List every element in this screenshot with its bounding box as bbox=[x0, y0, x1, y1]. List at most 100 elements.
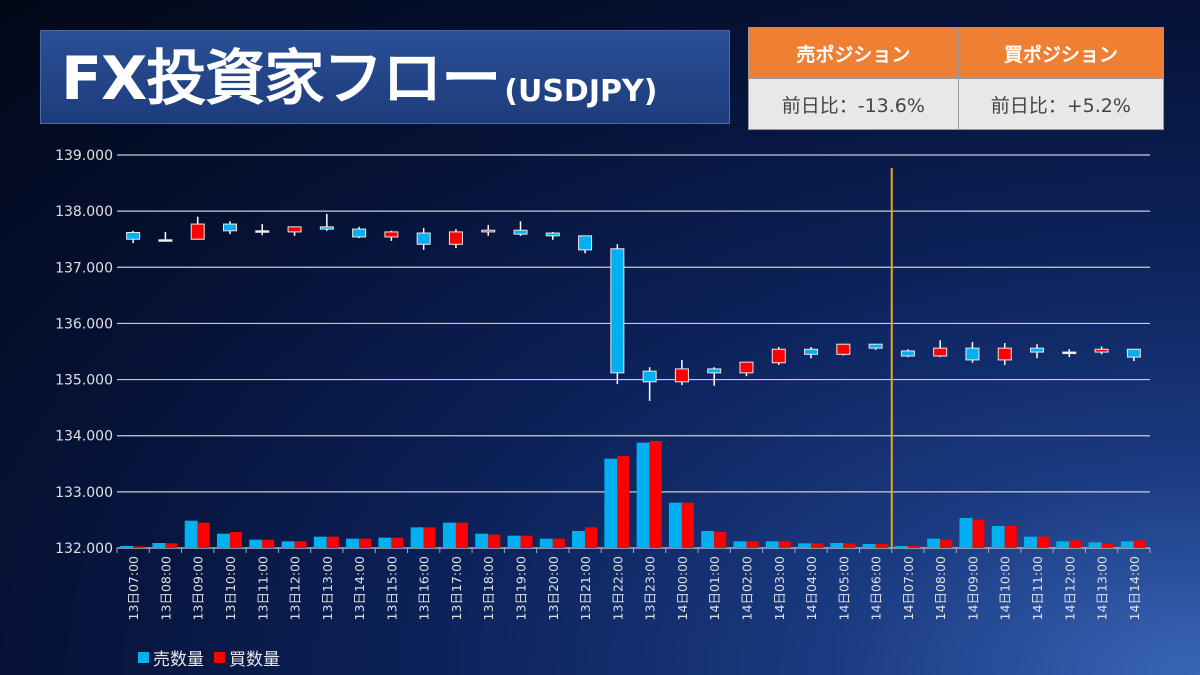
y-tick-label: 136.000 bbox=[55, 316, 113, 332]
candle-body bbox=[158, 239, 173, 242]
sell-position-header: 売ポジション bbox=[748, 27, 959, 79]
x-tick-label: 14日03:00 bbox=[772, 556, 787, 620]
sell-volume-bar bbox=[572, 531, 586, 548]
candle-body bbox=[610, 248, 625, 374]
buy-volume-bar bbox=[1004, 526, 1017, 548]
y-tick-label: 134.000 bbox=[55, 429, 113, 445]
x-tick-label: 14日00:00 bbox=[675, 556, 690, 620]
title-banner: FX投資家フロー (USDJPY) bbox=[40, 30, 730, 124]
x-tick-label: 13日07:00 bbox=[126, 556, 141, 620]
buy-volume-bar bbox=[778, 541, 791, 548]
candle-body bbox=[804, 348, 819, 355]
legend-swatch-buy bbox=[214, 652, 225, 663]
title-sub: (USDJPY) bbox=[504, 74, 658, 109]
buy-volume-bar bbox=[811, 543, 824, 548]
sell-volume-bar bbox=[475, 533, 489, 548]
x-tick-label: 13日22:00 bbox=[610, 556, 625, 620]
buy-volume-bar bbox=[455, 522, 468, 548]
x-tick-label: 13日20:00 bbox=[546, 556, 561, 620]
candle-body bbox=[771, 348, 786, 364]
x-tick-label: 14日14:00 bbox=[1127, 556, 1142, 620]
sell-volume-bar bbox=[604, 458, 618, 548]
sell-volume-bar bbox=[507, 535, 521, 548]
x-tick-label: 13日18:00 bbox=[481, 556, 496, 620]
x-tick-label: 13日12:00 bbox=[288, 556, 303, 620]
sell-volume-bar bbox=[184, 520, 198, 548]
y-tick-label: 137.000 bbox=[55, 260, 113, 276]
candle-body bbox=[416, 232, 431, 245]
title-main: FX投資家フロー bbox=[61, 44, 501, 114]
buy-volume-bar bbox=[585, 527, 598, 548]
sell-volume-bar bbox=[733, 541, 747, 548]
buy-volume-bar bbox=[649, 441, 662, 548]
sell-volume-bar bbox=[152, 543, 166, 548]
x-tick-label: 13日19:00 bbox=[514, 556, 529, 620]
y-tick-label: 139.000 bbox=[55, 148, 113, 164]
sell-volume-bar bbox=[927, 538, 941, 548]
sell-volume-bar bbox=[120, 546, 134, 548]
sell-volume-bar bbox=[539, 538, 553, 548]
buy-volume-bar bbox=[552, 538, 565, 548]
x-tick-label: 13日13:00 bbox=[320, 556, 335, 620]
buy-volume-bar bbox=[1069, 540, 1082, 548]
candle-body bbox=[352, 228, 367, 238]
sell-volume-bar bbox=[991, 526, 1005, 548]
candle-body bbox=[287, 226, 302, 233]
legend-label-buy: 買数量 bbox=[229, 650, 280, 670]
candle-body bbox=[255, 230, 270, 233]
candle-body bbox=[1030, 347, 1045, 353]
candle-body bbox=[578, 235, 593, 251]
buy-volume-bar bbox=[972, 519, 985, 548]
candle-body bbox=[1126, 348, 1141, 358]
candle-body bbox=[965, 347, 980, 361]
candle-body bbox=[836, 343, 851, 355]
buy-volume-bar bbox=[165, 543, 178, 548]
buy-volume-bar bbox=[359, 538, 372, 548]
candle-body bbox=[868, 343, 883, 349]
sell-volume-bar bbox=[636, 442, 650, 548]
legend-label-sell: 売数量 bbox=[153, 650, 204, 670]
buy-volume-bar bbox=[133, 546, 146, 548]
buy-position-header: 買ポジション bbox=[957, 27, 1165, 79]
x-tick-label: 13日17:00 bbox=[449, 556, 464, 620]
x-tick-label: 13日11:00 bbox=[255, 556, 270, 620]
legend-swatch-sell bbox=[138, 652, 149, 663]
x-tick-label: 13日23:00 bbox=[643, 556, 658, 620]
x-tick-label: 14日04:00 bbox=[804, 556, 819, 620]
sell-volume-bar bbox=[216, 533, 230, 548]
candle-body bbox=[190, 223, 205, 240]
candle-body bbox=[448, 231, 463, 245]
x-tick-label: 13日14:00 bbox=[352, 556, 367, 620]
candle-body bbox=[222, 223, 237, 232]
buy-volume-bar bbox=[520, 535, 533, 548]
candle-body bbox=[481, 229, 496, 233]
candle-body bbox=[997, 347, 1012, 361]
buy-volume-bar bbox=[746, 541, 759, 548]
sell-volume-bar bbox=[1056, 541, 1070, 548]
buy-position-change: 前日比：+5.2% bbox=[957, 78, 1165, 130]
candle-body bbox=[674, 368, 689, 383]
candle-body bbox=[1094, 348, 1109, 353]
x-tick-label: 13日09:00 bbox=[191, 556, 206, 620]
candle-body bbox=[545, 232, 560, 237]
candle-body bbox=[319, 226, 334, 230]
y-tick-label: 132.000 bbox=[55, 541, 113, 557]
sell-volume-bar bbox=[410, 527, 424, 548]
position-table: 売ポジション 買ポジション 前日比：-13.6% 前日比：+5.2% bbox=[748, 27, 1165, 130]
sell-volume-bar bbox=[798, 543, 812, 548]
x-tick-label: 13日08:00 bbox=[158, 556, 173, 620]
buy-volume-bar bbox=[617, 456, 630, 548]
buy-volume-bar bbox=[326, 536, 339, 548]
candle-body bbox=[933, 347, 948, 357]
buy-volume-bar bbox=[1133, 540, 1146, 548]
sell-volume-bar bbox=[1088, 542, 1102, 548]
candle-body bbox=[707, 368, 722, 374]
x-tick-label: 13日21:00 bbox=[578, 556, 593, 620]
x-tick-label: 14日13:00 bbox=[1095, 556, 1110, 620]
sell-volume-bar bbox=[346, 538, 360, 548]
sell-volume-bar bbox=[1120, 541, 1134, 548]
x-tick-label: 14日08:00 bbox=[933, 556, 948, 620]
x-tick-label: 14日11:00 bbox=[1030, 556, 1045, 620]
sell-volume-bar bbox=[378, 537, 392, 548]
candle-body bbox=[384, 231, 399, 238]
